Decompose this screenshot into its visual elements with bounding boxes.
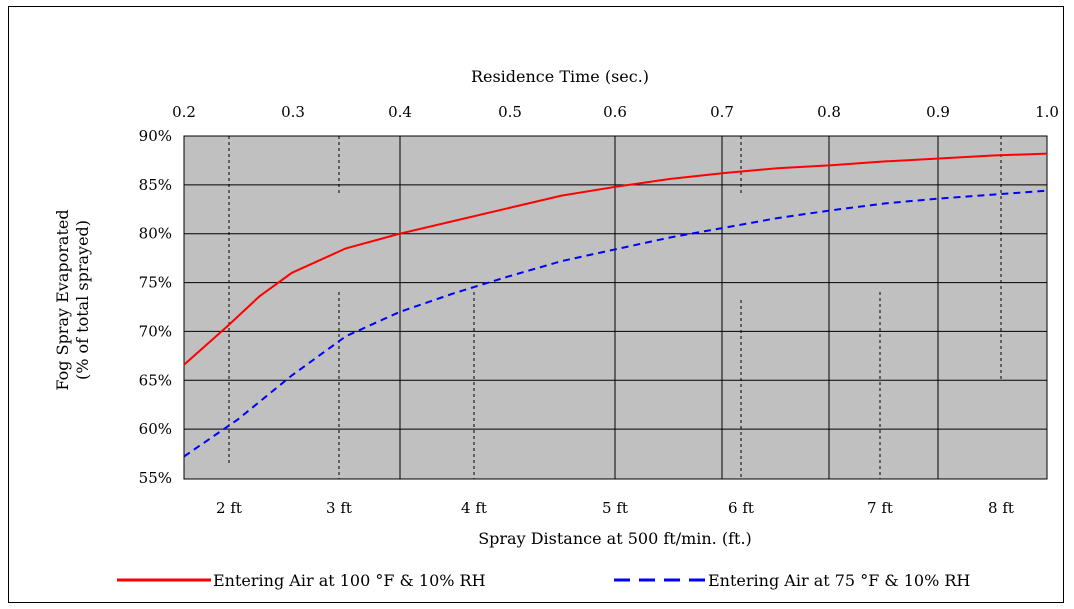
y-tick-label: 80% — [139, 225, 172, 243]
x-tick-label: 3 ft — [326, 499, 352, 517]
top-tick-label: 1.0 — [1035, 103, 1059, 121]
top-tick-label: 0.9 — [926, 103, 950, 121]
top-tick-label: 0.6 — [603, 103, 627, 121]
top-tick-label: 0.5 — [498, 103, 522, 121]
y-tick-label: 85% — [139, 176, 172, 194]
y-tick-label: 90% — [139, 127, 172, 145]
x-axis-label: Spray Distance at 500 ft/min. (ft.) — [478, 529, 752, 548]
grid — [184, 136, 1047, 479]
distance-marker-lines — [228, 136, 1002, 479]
y-tick-label: 65% — [139, 371, 172, 389]
legend: Entering Air at 100 °F & 10% RH Entering… — [117, 571, 970, 590]
top-tick-label: 0.8 — [817, 103, 841, 121]
y-axis-label: Fog Spray Evaporated — [53, 209, 72, 390]
y-axis-label-2: (% of total sprayed) — [73, 220, 92, 380]
x-tick-label: 6 ft — [728, 499, 754, 517]
legend-label-1: Entering Air at 100 °F & 10% RH — [213, 571, 486, 590]
series-layer — [183, 152, 1048, 458]
y-tick-label: 55% — [139, 469, 172, 487]
x-tick-label: 5 ft — [602, 499, 628, 517]
top-tick-label: 0.3 — [281, 103, 305, 121]
top-tick-label: 0.4 — [388, 103, 412, 121]
y-tick-label: 75% — [139, 274, 172, 292]
top-tick-label: 0.7 — [710, 103, 734, 121]
legend-label-2: Entering Air at 75 °F & 10% RH — [708, 571, 970, 590]
x-tick-label: 2 ft — [216, 499, 242, 517]
top-axis-label: Residence Time (sec.) — [471, 67, 649, 86]
y-axis-ticks: 90% 85% 80% 75% 70% 65% 60% 55% — [139, 127, 172, 487]
x-tick-label: 7 ft — [867, 499, 893, 517]
plot-border — [183, 135, 1048, 480]
x-tick-label: 8 ft — [988, 499, 1014, 517]
y-tick-label: 70% — [139, 322, 172, 340]
top-axis-ticks: 0.2 0.3 0.4 0.5 0.6 0.7 0.8 0.9 1.0 — [172, 103, 1059, 121]
y-tick-label: 60% — [139, 420, 172, 438]
x-axis-ticks: 2 ft 3 ft 4 ft 5 ft 6 ft 7 ft 8 ft — [216, 499, 1014, 517]
x-tick-label: 4 ft — [461, 499, 487, 517]
series-line-100f — [183, 152, 1048, 366]
top-tick-label: 0.2 — [172, 103, 196, 121]
series-line-75f — [183, 189, 1048, 458]
